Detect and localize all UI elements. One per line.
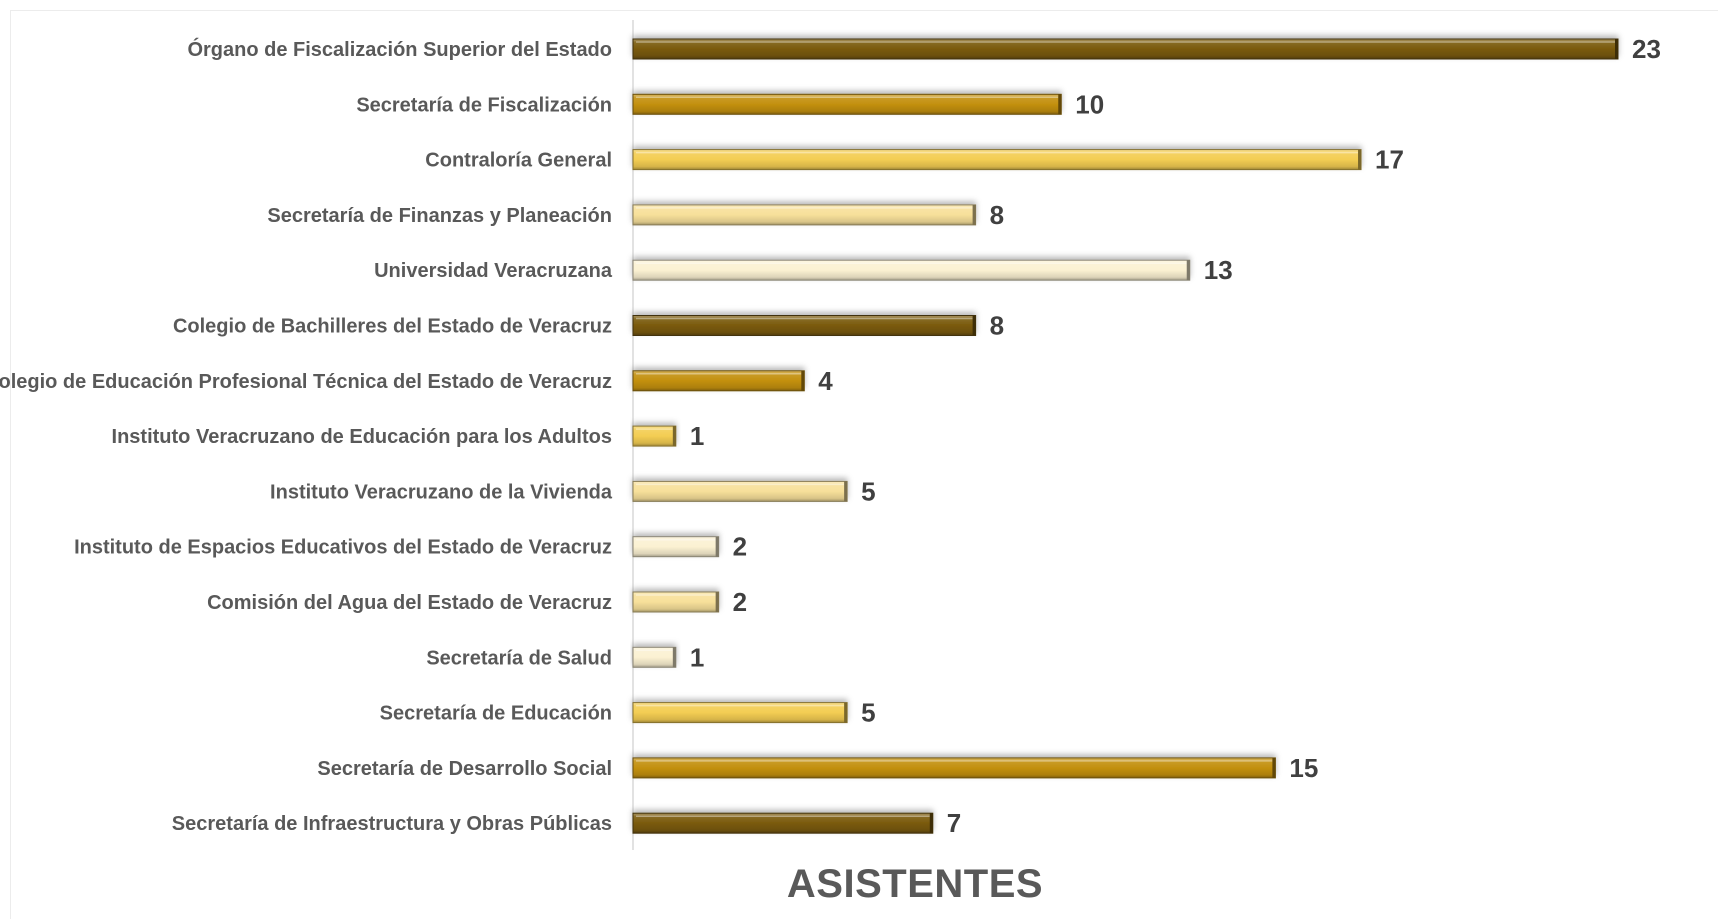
- bar-row: Secretaría de Salud 1: [426, 642, 704, 672]
- bar-end-cap: [801, 370, 805, 391]
- category-label: Secretaría de Finanzas y Planeación: [267, 205, 612, 227]
- bar-row: Secretaría de Infraestructura y Obras Pú…: [172, 808, 961, 838]
- bar-row: Órgano de Fiscalización Superior del Est…: [187, 34, 1660, 64]
- category-label: Colegio de Bachilleres del Estado de Ver…: [173, 316, 612, 338]
- bar-row: Secretaría de Fiscalización 10: [356, 89, 1104, 119]
- bar-end-cap: [844, 481, 848, 502]
- chart-frame-left: [10, 10, 11, 919]
- bar-end-cap: [715, 536, 719, 557]
- category-label: Contraloría General: [425, 150, 612, 172]
- bar-row: Secretaría de Desarrollo Social 15: [317, 753, 1318, 783]
- bar-row: Colegio de Bachilleres del Estado de Ver…: [173, 311, 1004, 341]
- category-label: Secretaría de Educación: [380, 703, 612, 725]
- category-label: Secretaría de Infraestructura y Obras Pú…: [172, 813, 612, 835]
- category-label: Secretaría de Fiscalización: [356, 94, 612, 116]
- value-label: 1: [690, 421, 704, 451]
- bar-row: Instituto Veracruzano de Educación para …: [112, 421, 705, 451]
- value-label: 17: [1375, 145, 1404, 175]
- bar-row: Instituto Veracruzano de la Vivienda 5: [270, 476, 876, 506]
- bar-end-cap: [844, 702, 848, 723]
- value-label: 8: [990, 311, 1004, 341]
- value-label: 8: [990, 200, 1004, 230]
- bar-row: Instituto de Espacios Educativos del Est…: [74, 532, 747, 562]
- bar-end-cap: [715, 592, 719, 612]
- value-label: 10: [1075, 89, 1104, 119]
- value-label: 5: [861, 698, 875, 728]
- value-label: 13: [1204, 255, 1233, 285]
- category-label: Universidad Veracruzana: [374, 260, 613, 282]
- category-label: Órgano de Fiscalización Superior del Est…: [187, 37, 612, 61]
- value-label: 5: [861, 476, 875, 506]
- bar-end-cap: [972, 315, 976, 336]
- bar-row: Universidad Veracruzana 13: [374, 255, 1233, 285]
- chart-frame-top: [10, 10, 1718, 11]
- value-label: 7: [947, 808, 961, 838]
- category-label: Instituto Veracruzano de Educación para …: [112, 426, 612, 448]
- bar-end-cap: [929, 813, 933, 834]
- value-label: 2: [733, 532, 747, 562]
- bar-row: Secretaría de Finanzas y Planeación 8: [267, 200, 1004, 230]
- category-label: Secretaría de Desarrollo Social: [317, 758, 612, 780]
- bar-row: Secretaría de Educación 5: [380, 698, 876, 728]
- x-axis-title: ASISTENTES: [786, 862, 1044, 906]
- bar-row: Contraloría General 17: [425, 145, 1404, 175]
- bar-end-cap: [672, 426, 676, 447]
- bar-end-cap: [672, 647, 676, 668]
- bar-end-cap: [1058, 94, 1062, 115]
- bar-end-cap: [1272, 757, 1276, 778]
- bar-row: Comisión del Agua del Estado de Veracruz…: [207, 587, 747, 617]
- value-label: 15: [1289, 753, 1318, 783]
- value-label: 4: [818, 366, 833, 396]
- category-label: Colegio de Educación Profesional Técnica…: [0, 371, 612, 393]
- bar-end-cap: [972, 204, 976, 225]
- category-label: Comisión del Agua del Estado de Veracruz: [207, 592, 612, 614]
- bar-end-cap: [1358, 149, 1362, 170]
- category-label: Secretaría de Salud: [426, 647, 612, 669]
- bar-row: Colegio de Educación Profesional Técnica…: [0, 366, 833, 396]
- bar-end-cap: [1615, 39, 1618, 59]
- value-label: 23: [1632, 34, 1661, 64]
- value-label: 1: [690, 642, 704, 672]
- value-label: 2: [733, 587, 747, 617]
- category-label: Instituto Veracruzano de la Vivienda: [270, 481, 613, 503]
- category-label: Instituto de Espacios Educativos del Est…: [74, 537, 612, 559]
- bar-end-cap: [1186, 260, 1190, 281]
